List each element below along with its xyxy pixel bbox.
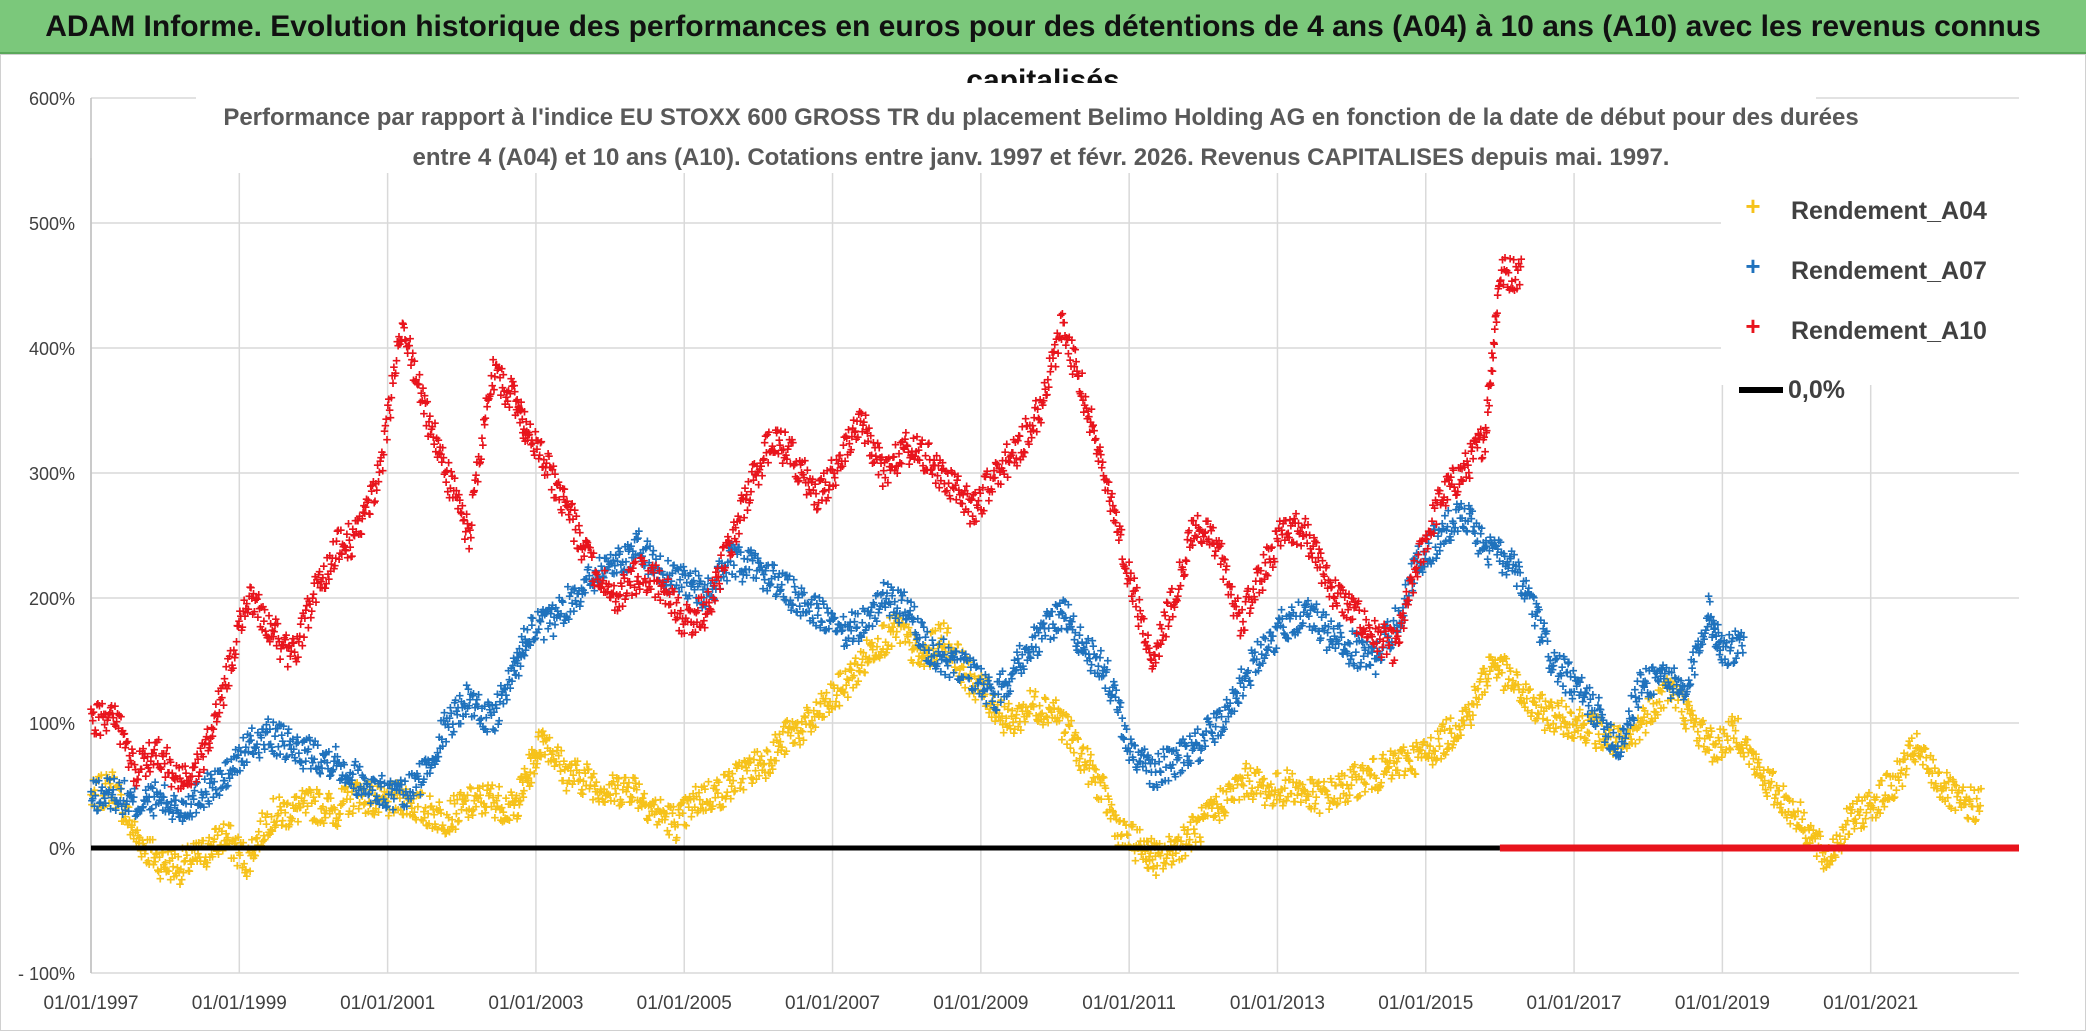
data-point: + [1315,805,1324,822]
data-point: + [1739,629,1748,646]
data-point: + [200,762,209,779]
x-tick-label: 01/01/2005 [637,993,732,1014]
chart-frame: - 100% 0% 100% 200% 300% 400% 500% 600% 01/01/1… [0,54,2086,1031]
y-tick-label: 100% [29,714,75,734]
y-tick-label: 600% [29,89,75,109]
y-tick-label: 400% [29,339,75,359]
data-point: + [1411,766,1420,783]
x-tick-label: 01/01/2019 [1675,993,1770,1014]
x-tick-label: 01/01/2007 [785,993,880,1014]
x-tick-label: 01/01/2003 [488,993,583,1014]
data-point: + [378,462,387,479]
y-tick-label: 300% [29,464,75,484]
x-tick-label: 01/01/1997 [43,993,138,1014]
data-point: + [478,437,487,454]
x-tick-label: 01/01/2011 [1082,993,1176,1014]
data-point: + [379,447,388,464]
data-point: + [348,548,357,565]
data-point: + [1977,781,1986,798]
data-point: + [392,352,401,369]
data-point: + [386,409,395,426]
data-point: + [1734,710,1743,727]
y-tick-label: 500% [29,214,75,234]
data-point: + [716,581,725,598]
x-tick-label: 01/01/2015 [1378,993,1473,1014]
data-point: + [224,677,233,694]
x-tick-label: 01/01/2009 [933,993,1028,1014]
data-point: + [1690,667,1699,684]
data-point: + [1116,695,1125,712]
report-title: ADAM Informe. Evolution historique des p… [0,0,2086,52]
data-point: + [1103,652,1112,669]
x-tick-label: 01/01/2013 [1230,993,1325,1014]
data-point: + [357,526,366,543]
x-axis: 01/01/1997 01/01/1999 01/01/2001 01/01/2003… [43,993,1918,1014]
x-tick-label: 01/01/2017 [1527,993,1622,1014]
banner: ADAM Informe. Evolution historique des p… [0,0,2086,54]
data-point: + [473,474,482,491]
y-tick-label: 0% [49,839,75,859]
data-point: + [383,432,392,449]
data-point: + [219,697,228,714]
data-point: + [1739,645,1748,662]
x-tick-label: 01/01/1999 [192,993,287,1014]
y-tick-label: - 100% [18,964,75,984]
y-tick-label: 200% [29,589,75,609]
x-tick-label: 01/01/2021 [1823,993,1918,1014]
chart: - 100% 0% 100% 200% 300% 400% 500% 600% 01/01/1… [1,55,2085,1030]
data-point: + [467,517,476,534]
data-point: + [1976,798,1985,815]
data-point: + [495,712,504,729]
x-tick-label: 01/01/2001 [340,993,435,1014]
data-point: + [589,545,598,562]
y-axis: - 100% 0% 100% 200% 300% 400% 500% 600% [18,89,75,984]
